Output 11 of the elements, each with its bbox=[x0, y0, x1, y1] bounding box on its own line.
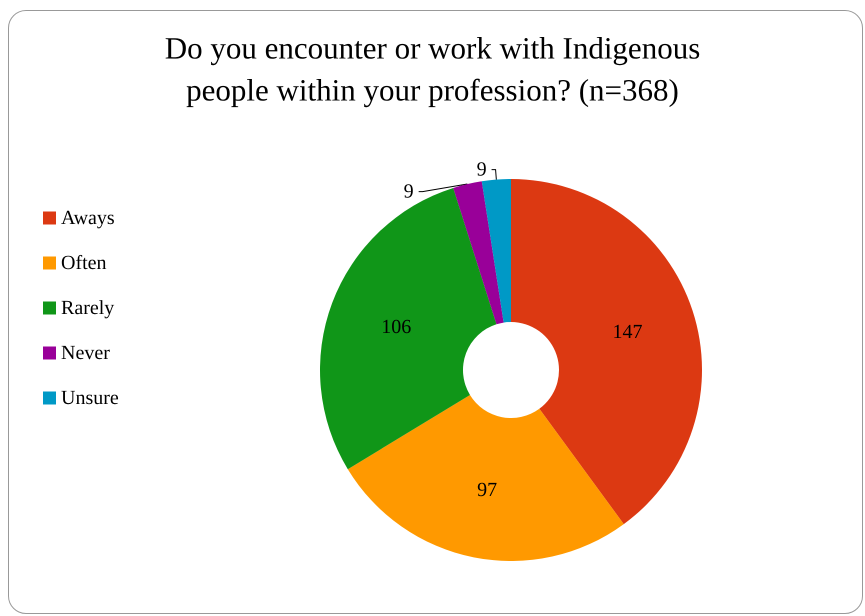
data-label: 147 bbox=[612, 320, 642, 343]
legend-label: Unsure bbox=[61, 387, 119, 409]
data-label: 97 bbox=[477, 479, 498, 502]
data-label: 9 bbox=[476, 158, 487, 181]
chart-title: Do you encounter or work with Indigenous people within your profession? (n=368) bbox=[164, 30, 700, 108]
legend-label: Never bbox=[61, 342, 110, 364]
data-label: 106 bbox=[381, 316, 412, 338]
data-label: 9 bbox=[404, 180, 414, 203]
legend-label: Often bbox=[61, 252, 107, 274]
legend-label: Rarely bbox=[61, 297, 114, 319]
legend-label: Aways bbox=[61, 207, 115, 229]
